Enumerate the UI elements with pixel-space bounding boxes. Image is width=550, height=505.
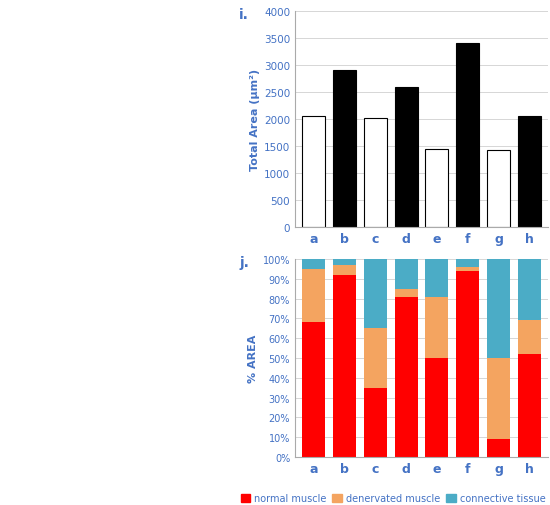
- Bar: [333, 260, 356, 266]
- Bar: [394, 289, 417, 297]
- Bar: [456, 260, 480, 267]
- Bar: [487, 358, 510, 439]
- Bar: [394, 297, 417, 457]
- Bar: [425, 358, 448, 457]
- Text: j.: j.: [239, 256, 249, 270]
- Bar: [364, 388, 387, 457]
- Legend: normal muscle, denervated muscle, connective tissue: normal muscle, denervated muscle, connec…: [236, 490, 549, 505]
- Bar: [518, 117, 541, 228]
- Bar: [364, 119, 387, 228]
- Bar: [364, 260, 387, 329]
- Bar: [518, 260, 541, 321]
- Bar: [394, 260, 417, 289]
- Bar: [394, 87, 417, 228]
- Bar: [425, 260, 448, 297]
- Bar: [487, 439, 510, 457]
- Bar: [518, 321, 541, 355]
- Bar: [302, 269, 325, 323]
- Bar: [302, 260, 325, 269]
- Y-axis label: Total Area (μm²): Total Area (μm²): [250, 69, 260, 171]
- Y-axis label: % AREA: % AREA: [249, 334, 258, 382]
- Text: i.: i.: [239, 8, 249, 22]
- Bar: [302, 117, 325, 228]
- Bar: [518, 355, 541, 457]
- Bar: [364, 329, 387, 388]
- Bar: [302, 323, 325, 457]
- Bar: [425, 149, 448, 228]
- Bar: [456, 44, 480, 228]
- Bar: [333, 266, 356, 275]
- Bar: [333, 71, 356, 228]
- Bar: [425, 297, 448, 358]
- Bar: [456, 267, 480, 271]
- Bar: [487, 150, 510, 228]
- Bar: [456, 271, 480, 457]
- Bar: [333, 275, 356, 457]
- Bar: [487, 260, 510, 358]
